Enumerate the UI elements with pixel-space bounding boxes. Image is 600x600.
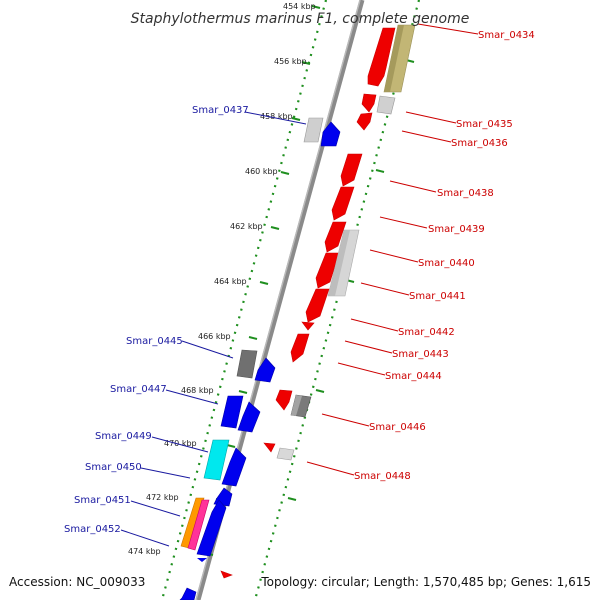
tick-label: 462 kbp — [230, 222, 263, 231]
gene-label-smar-0445[interactable]: Smar_0445 — [126, 336, 183, 347]
gene-arrow-smar-0442[interactable] — [301, 321, 315, 331]
accession-text: Accession: NC_009033 — [9, 575, 145, 589]
tick-label: 470 kbp — [164, 439, 197, 448]
gene-block-smar-0440-shade — [328, 230, 350, 296]
label-line — [369, 249, 419, 263]
tick-mark — [291, 117, 301, 121]
label-line — [337, 362, 386, 376]
gene-arrow-smar-0450[interactable] — [221, 447, 247, 487]
tick-label: 454 kbp — [283, 2, 316, 11]
gene-arrow-smar-0447[interactable] — [237, 401, 261, 433]
label-line — [244, 111, 307, 125]
label-line — [165, 389, 219, 405]
gene-arrow-smar-0435[interactable] — [361, 93, 377, 113]
gene-label-smar-0440[interactable]: Smar_0440 — [418, 258, 475, 269]
gene-arrow-smar-0434[interactable] — [367, 27, 396, 87]
genome-summary-text: Topology: circular; Length: 1,570,485 bp… — [260, 575, 591, 589]
label-line — [321, 413, 370, 427]
right-label-lines — [306, 23, 479, 476]
right-tick-marks — [287, 59, 415, 501]
gene-block-smar-0449[interactable] — [203, 439, 230, 481]
label-line — [344, 340, 393, 354]
left-guide-track — [160, 0, 328, 600]
tick-label: 472 kbp — [146, 493, 179, 502]
gene-arrow-smar-0443[interactable] — [290, 333, 310, 363]
label-line — [379, 216, 428, 229]
label-line — [130, 500, 181, 517]
label-line — [350, 318, 399, 332]
map-title: Staphylothermus marinus F1, complete gen… — [131, 11, 470, 27]
gene-label-smar-0447[interactable]: Smar_0447 — [110, 384, 167, 395]
tick-label: 468 kbp — [181, 386, 214, 395]
label-line — [306, 461, 355, 476]
tick-mark — [259, 281, 269, 285]
label-line — [360, 282, 410, 296]
gene-arrow-smar-0437[interactable] — [320, 121, 341, 147]
gene-label-smar-0437[interactable]: Smar_0437 — [192, 105, 249, 116]
gene-block-smar-0446-shade — [291, 395, 302, 416]
gene-arrow-bottom-blue[interactable] — [179, 587, 197, 600]
gene-label-smar-0435[interactable]: Smar_0435 — [456, 119, 513, 130]
tick-mark — [315, 389, 325, 393]
gene-block-smar-0437[interactable] — [303, 117, 324, 143]
tick-mark — [301, 61, 311, 65]
gene-arrow-smar-0436[interactable] — [356, 112, 373, 131]
gene-arrow-smar-0439[interactable] — [331, 186, 355, 221]
gene-block-olive-shade — [384, 25, 404, 92]
gene-block-smar-0435[interactable] — [376, 95, 396, 115]
tick-mark — [287, 497, 297, 501]
label-line — [417, 23, 479, 35]
tick-mark — [375, 169, 385, 173]
tick-mark — [280, 171, 290, 175]
gene-label-smar-0446[interactable]: Smar_0446 — [369, 422, 426, 433]
tick-label: 466 kbp — [198, 332, 231, 341]
gene-arrow-smar-0440[interactable] — [315, 252, 340, 289]
gene-label-smar-0439[interactable]: Smar_0439 — [428, 224, 485, 235]
gene-label-smar-0444[interactable]: Smar_0444 — [385, 371, 442, 382]
label-line — [120, 529, 170, 547]
gene-arrow-smar-0446[interactable] — [275, 389, 293, 411]
label-line — [389, 180, 437, 193]
tick-mark — [226, 444, 236, 448]
gene-arrow-smar-0448[interactable] — [263, 442, 276, 453]
gene-label-smar-0449[interactable]: Smar_0449 — [95, 431, 152, 442]
tick-label: 456 kbp — [274, 57, 307, 66]
gene-arrow-smar-0445[interactable] — [254, 357, 276, 383]
tick-mark — [248, 336, 258, 340]
gene-arrow-smar-0439b[interactable] — [324, 221, 347, 253]
tick-mark — [270, 226, 280, 230]
gene-label-smar-0434[interactable]: Smar_0434 — [478, 30, 535, 41]
gene-label-smar-0442[interactable]: Smar_0442 — [398, 327, 455, 338]
gene-label-smar-0441[interactable]: Smar_0441 — [409, 291, 466, 302]
tick-mark — [238, 390, 248, 394]
gene-arrow-smar-0452[interactable] — [196, 499, 227, 557]
gene-block-smar-0448[interactable] — [276, 447, 295, 461]
label-line — [181, 340, 234, 359]
tick-label: 464 kbp — [214, 277, 247, 286]
gene-arrow-smar-0438[interactable] — [340, 153, 363, 187]
label-line — [140, 467, 191, 479]
gene-block-smar-0452-magenta[interactable] — [187, 499, 210, 551]
gene-block-smar-0445[interactable] — [236, 349, 258, 379]
label-line — [151, 436, 209, 453]
gene-label-smar-0443[interactable]: Smar_0443 — [392, 349, 449, 360]
label-line — [401, 130, 452, 143]
gene-label-smar-0436[interactable]: Smar_0436 — [451, 138, 508, 149]
left-label-lines — [120, 111, 307, 547]
tick-label: 458 kbp — [260, 112, 293, 121]
tick-label: 460 kbp — [245, 167, 278, 176]
gene-label-smar-0450[interactable]: Smar_0450 — [85, 462, 142, 473]
gene-label-smar-0438[interactable]: Smar_0438 — [437, 188, 494, 199]
label-line — [405, 111, 457, 124]
gene-label-smar-0452[interactable]: Smar_0452 — [64, 524, 121, 535]
gene-arrow-smar-0452-tip[interactable] — [197, 558, 207, 562]
gene-block-smar-0447[interactable] — [220, 395, 244, 429]
gene-arrow-smar-0441[interactable] — [305, 288, 330, 323]
tick-label: 474 kbp — [128, 547, 161, 556]
tick-mark — [311, 5, 321, 9]
gene-label-smar-0448[interactable]: Smar_0448 — [354, 471, 411, 482]
gene-arrow-bottom[interactable] — [220, 570, 233, 579]
gene-label-smar-0451[interactable]: Smar_0451 — [74, 495, 131, 506]
